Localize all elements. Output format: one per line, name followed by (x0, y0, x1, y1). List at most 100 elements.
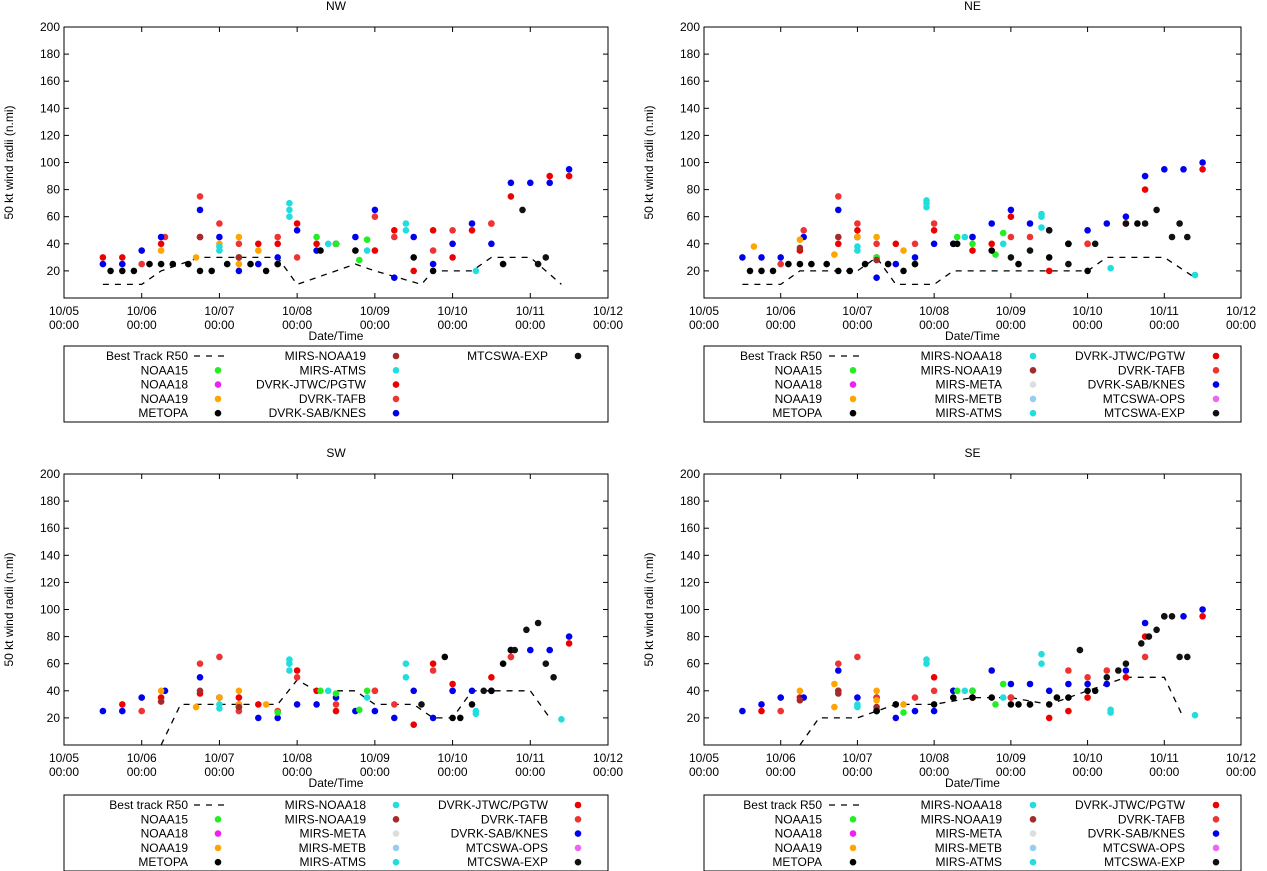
data-point (534, 619, 542, 627)
data-point (930, 674, 938, 681)
data-point (429, 667, 437, 674)
data-point (119, 254, 126, 261)
legend-label: DVRK-TAFB (1118, 812, 1185, 826)
data-point (391, 227, 398, 234)
x-tick-label: 00:00 (127, 765, 157, 779)
y-tick-label: 160 (40, 521, 60, 535)
data-point (1141, 619, 1149, 627)
legend-dot-marker (1212, 801, 1220, 809)
legend-label: NOAA15 (775, 363, 823, 377)
data-point (930, 227, 938, 234)
x-tick-label: 00:00 (766, 318, 796, 332)
x-tick-label: 00:00 (49, 765, 79, 779)
legend-dot-marker (1212, 816, 1220, 823)
data-point (930, 707, 938, 715)
x-axis-label: Date/Time (945, 776, 1000, 790)
legend-dot-marker (849, 395, 857, 403)
data-point (777, 694, 784, 701)
legend-dot-marker (392, 367, 400, 374)
data-point (286, 656, 293, 663)
legend-label: MIRS-ATMS (300, 855, 366, 869)
data-point (196, 267, 204, 275)
data-point (519, 206, 526, 214)
data-point (565, 172, 573, 180)
legend-label: MIRS-METB (935, 392, 1002, 406)
x-tick-label: 00:00 (842, 318, 872, 332)
data-point (293, 254, 301, 261)
data-point (854, 227, 861, 234)
data-point (472, 267, 480, 275)
data-point (1065, 240, 1072, 248)
data-point (352, 247, 359, 254)
data-point (911, 254, 919, 261)
data-point (854, 243, 861, 250)
data-point (911, 694, 919, 701)
x-tick-label: 10/12 (593, 751, 623, 765)
data-point (286, 206, 293, 214)
data-point (542, 254, 550, 261)
data-point (363, 694, 371, 701)
x-tick-label: 00:00 (919, 765, 949, 779)
data-point (429, 227, 437, 234)
data-point (391, 701, 398, 708)
data-point (402, 674, 410, 681)
y-tick-label: 20 (47, 711, 61, 725)
x-tick-label: 00:00 (360, 318, 390, 332)
data-point (235, 233, 243, 241)
data-point (988, 220, 995, 227)
x-tick-label: 00:00 (1073, 765, 1103, 779)
legend-label: DVRK-TAFB (481, 812, 548, 826)
data-point (1091, 687, 1099, 695)
x-tick-label: 10/11 (516, 304, 545, 318)
y-tick-label: 40 (687, 237, 701, 251)
data-point (831, 703, 838, 711)
data-point (488, 220, 495, 227)
data-point (274, 260, 282, 268)
x-axis-label: Date/Time (945, 329, 1000, 343)
legend-label: MIRS-ATMS (936, 855, 1002, 869)
legend-label: MTCSWA-EXP (467, 855, 548, 869)
x-tick-label: 10/11 (1150, 751, 1179, 765)
data-point (511, 646, 518, 654)
data-point (1168, 233, 1176, 241)
data-point (157, 247, 165, 254)
legend-dot-marker (214, 830, 222, 837)
x-tick-label: 10/12 (1226, 304, 1256, 318)
data-point (1141, 220, 1149, 227)
data-point (1015, 701, 1022, 708)
x-tick-label: 10/10 (1073, 304, 1103, 318)
data-point (953, 240, 961, 248)
series-metopa (873, 687, 1099, 715)
y-tick-label: 100 (40, 603, 60, 617)
data-point (293, 701, 301, 708)
y-tick-label: 200 (40, 467, 60, 481)
data-point (1122, 220, 1130, 227)
data-point (208, 267, 215, 275)
data-point (1161, 613, 1168, 620)
data-point (488, 240, 495, 248)
legend-label: MIRS-NOAA18 (921, 349, 1003, 363)
data-point (835, 660, 842, 667)
data-point (235, 267, 243, 275)
x-tick-label: 00:00 (996, 765, 1026, 779)
data-point (1107, 709, 1114, 716)
data-point (363, 247, 371, 254)
x-tick-label: 00:00 (766, 765, 796, 779)
data-point (1141, 653, 1149, 661)
legend-dot-marker (1029, 830, 1037, 837)
y-tick-label: 160 (680, 74, 700, 88)
y-tick-label: 200 (40, 20, 60, 34)
legend-label: NOAA19 (775, 392, 823, 406)
data-point (1045, 227, 1053, 234)
series-dvrk-jtwc-pgtw (758, 613, 1206, 722)
x-tick-label: 00:00 (1226, 318, 1256, 332)
plot-content (739, 606, 1206, 745)
x-tick-label: 00:00 (1149, 765, 1179, 779)
legend-label: MTCSWA-EXP (1104, 406, 1185, 420)
x-tick-label: 00:00 (919, 318, 949, 332)
data-point (468, 701, 476, 708)
data-point (911, 260, 919, 268)
legend-label: NOAA19 (141, 392, 189, 406)
chart-title: NW (326, 0, 347, 13)
x-tick-label: 00:00 (1073, 318, 1103, 332)
